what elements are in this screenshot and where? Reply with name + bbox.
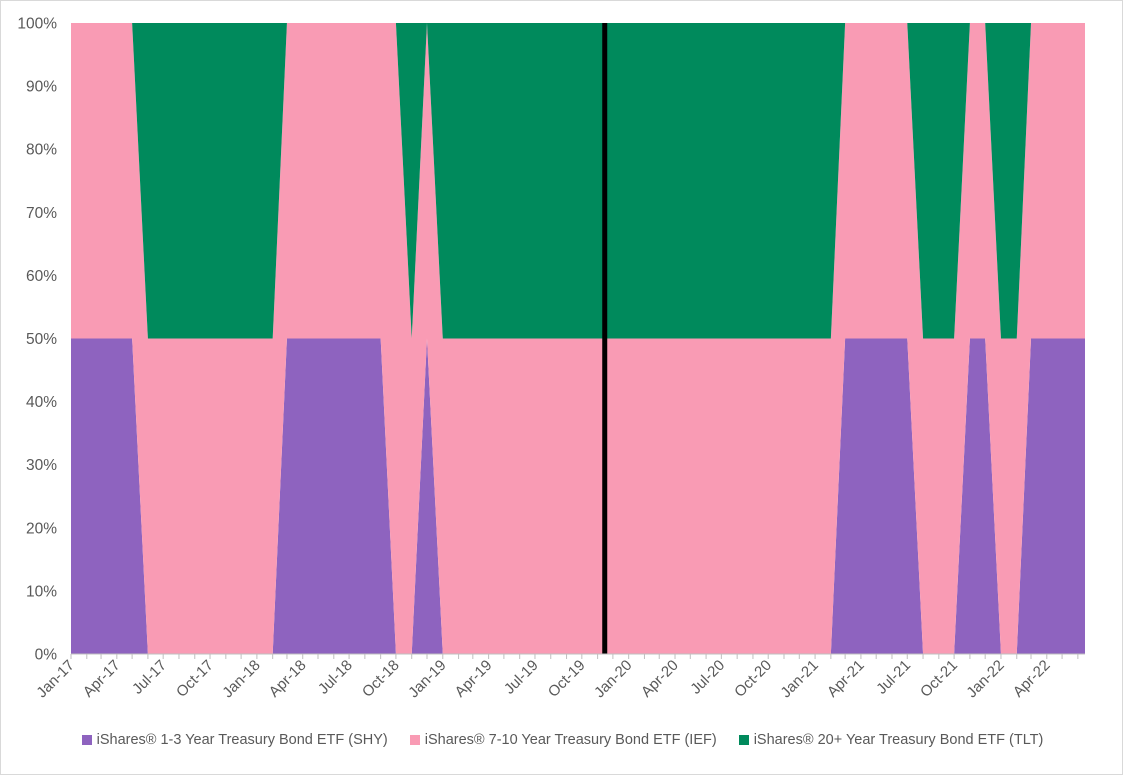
legend-item: iShares® 7-10 Year Treasury Bond ETF (IE… [409,732,717,748]
x-tick-label: Oct-20 [731,657,775,701]
y-tick-label: 60% [26,268,57,285]
x-tick-label: Apr-19 [452,657,496,701]
y-tick-label: 80% [26,142,57,159]
area-chart: 0%10%20%30%40%50%60%70%80%90%100%Jan-17 A… [17,16,1085,701]
series-areas [71,23,1085,654]
y-tick-label: 30% [26,457,57,474]
legend-item: iShares® 20+ Year Treasury Bond ETF (TLT… [738,732,1044,748]
y-tick-label: 100% [17,16,57,33]
x-tick-label: Jan-20 [591,657,635,701]
x-tick-label: Oct-17 [173,657,217,701]
y-tick-label: 50% [26,331,57,348]
series-area-3 [71,23,1085,339]
legend-swatch [81,735,92,745]
legend-swatch [409,735,420,745]
x-tick-label: Apr-18 [266,657,310,701]
legend-label: iShares® 20+ Year Treasury Bond ETF (TLT… [753,732,1044,748]
x-tick-label: Jan-18 [219,657,263,701]
x-tick-label: Jul-20 [687,657,728,698]
x-tick-label: Oct-18 [359,657,403,701]
legend-label: iShares® 1-3 Year Treasury Bond ETF (SHY… [96,732,388,748]
x-tick-label: Apr-20 [638,657,682,701]
legend-label: iShares® 7-10 Year Treasury Bond ETF (IE… [424,732,717,748]
legend-swatch [738,735,749,745]
legend: iShares® 1-3 Year Treasury Bond ETF (SHY… [1,732,1123,748]
x-tick-label: Jul-21 [873,657,914,698]
series-area-1 [71,338,1085,654]
x-tick-label: Jul-19 [501,657,542,698]
x-tick-label: Jan-21 [777,657,821,701]
y-tick-label: 90% [26,79,57,96]
x-tick-label: Apr-17 [80,657,124,701]
x-tick-label: Jan-19 [405,657,449,701]
y-tick-label: 40% [26,394,57,411]
y-tick-label: 10% [26,583,57,600]
y-tick-label: 0% [35,647,58,664]
x-tick-label: Apr-21 [824,657,868,701]
x-tick-label: Oct-19 [545,657,589,701]
x-tick-label: Apr-22 [1010,657,1054,701]
x-tick-label: Jul-17 [129,657,170,698]
x-tick-label: Jan-22 [963,657,1007,701]
y-tick-label: 70% [26,205,57,222]
legend-item: iShares® 1-3 Year Treasury Bond ETF (SHY… [81,732,388,748]
x-tick-label: Jul-18 [315,657,356,698]
x-tick-label: Oct-21 [917,657,961,701]
y-tick-label: 20% [26,520,57,537]
